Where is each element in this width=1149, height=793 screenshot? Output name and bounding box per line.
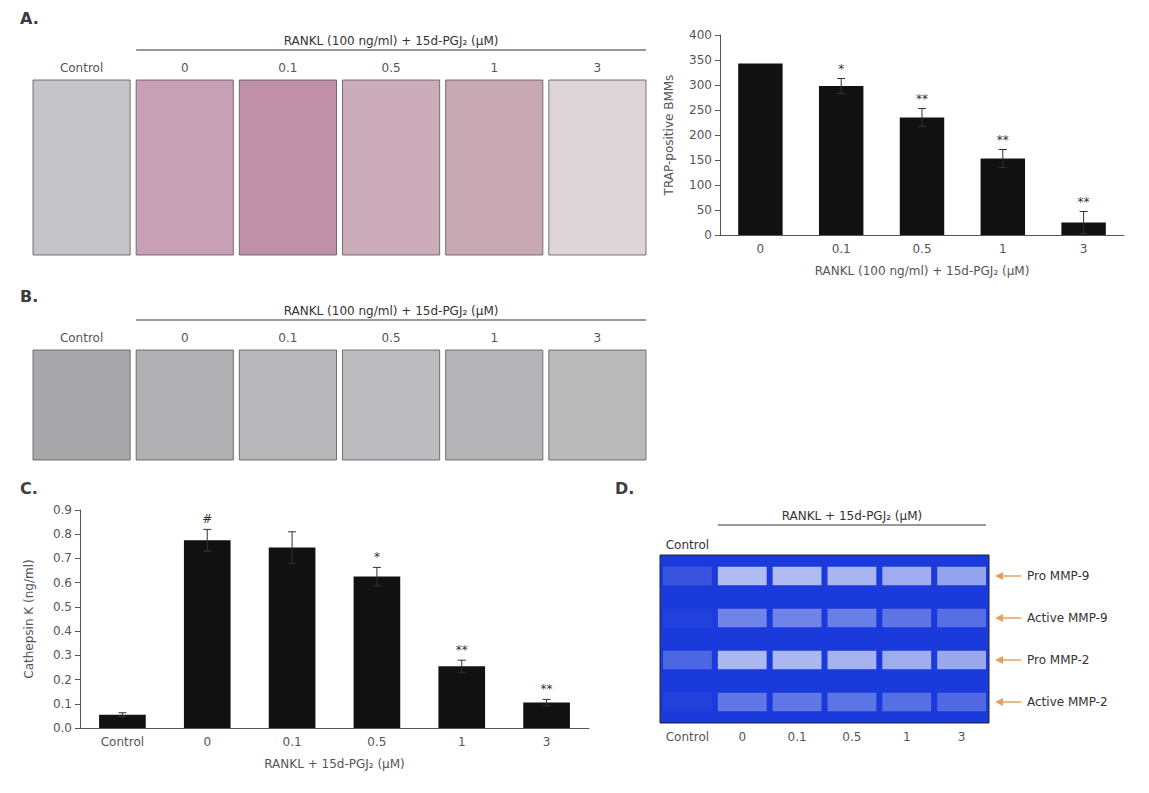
svg-text:0: 0	[181, 61, 189, 75]
svg-text:0.3: 0.3	[53, 648, 72, 662]
svg-text:**: **	[916, 92, 928, 106]
svg-text:1: 1	[458, 735, 466, 749]
svg-text:0.1: 0.1	[53, 697, 72, 711]
svg-text:*: *	[838, 62, 844, 76]
svg-text:3: 3	[594, 61, 602, 75]
svg-text:0.5: 0.5	[53, 600, 72, 614]
svg-text:RANKL (100 ng/ml) + 15d-PGJ₂ (: RANKL (100 ng/ml) + 15d-PGJ₂ (μM)	[284, 34, 499, 48]
svg-text:Pro MMP-9: Pro MMP-9	[1027, 569, 1090, 583]
svg-text:250: 250	[689, 103, 712, 117]
svg-text:3: 3	[958, 730, 966, 744]
svg-text:0.4: 0.4	[53, 624, 72, 638]
svg-text:0.5: 0.5	[842, 730, 861, 744]
svg-text:50: 50	[697, 203, 712, 217]
svg-text:1: 1	[490, 61, 498, 75]
svg-text:0: 0	[181, 331, 189, 345]
svg-text:D.: D.	[615, 479, 634, 498]
svg-text:3: 3	[594, 331, 602, 345]
svg-text:**: **	[1078, 195, 1090, 209]
svg-text:0: 0	[738, 730, 746, 744]
svg-text:1: 1	[999, 242, 1007, 256]
svg-text:*: *	[374, 550, 380, 564]
svg-text:0.5: 0.5	[367, 735, 386, 749]
svg-text:Control: Control	[60, 331, 103, 345]
svg-text:200: 200	[689, 128, 712, 142]
svg-text:C.: C.	[20, 479, 38, 498]
svg-text:3: 3	[543, 735, 551, 749]
svg-text:100: 100	[689, 178, 712, 192]
svg-text:Control: Control	[666, 730, 709, 744]
svg-text:Control: Control	[60, 61, 103, 75]
svg-text:0.2: 0.2	[53, 673, 72, 687]
svg-text:1: 1	[490, 331, 498, 345]
svg-text:RANKL (100 ng/ml) + 15d-PGJ₂ (: RANKL (100 ng/ml) + 15d-PGJ₂ (μM)	[815, 264, 1030, 278]
svg-text:Control: Control	[101, 735, 144, 749]
svg-text:Active MMP-2: Active MMP-2	[1027, 695, 1108, 709]
svg-text:400: 400	[689, 28, 712, 42]
svg-text:**: **	[997, 133, 1009, 147]
svg-text:0.1: 0.1	[832, 242, 851, 256]
svg-text:0.1: 0.1	[283, 735, 302, 749]
svg-text:RANKL + 15d-PGJ₂ (μM): RANKL + 15d-PGJ₂ (μM)	[264, 757, 405, 771]
svg-text:Cathepsin K (ng/ml): Cathepsin K (ng/ml)	[22, 559, 36, 678]
svg-text:A.: A.	[20, 9, 39, 28]
svg-text:TRAP-positive BMMs: TRAP-positive BMMs	[662, 75, 676, 197]
svg-text:0.7: 0.7	[53, 551, 72, 565]
svg-text:Control: Control	[666, 538, 709, 552]
svg-text:350: 350	[689, 53, 712, 67]
svg-text:0.5: 0.5	[382, 331, 401, 345]
svg-text:0.1: 0.1	[278, 61, 297, 75]
svg-text:B.: B.	[20, 287, 38, 306]
svg-text:0.1: 0.1	[788, 730, 807, 744]
svg-text:Active MMP-9: Active MMP-9	[1027, 611, 1108, 625]
svg-text:150: 150	[689, 153, 712, 167]
svg-text:0: 0	[203, 735, 211, 749]
svg-text:**: **	[541, 682, 553, 696]
svg-text:Pro MMP-2: Pro MMP-2	[1027, 653, 1090, 667]
svg-text:0.9: 0.9	[53, 503, 72, 517]
svg-text:**: **	[456, 643, 468, 657]
svg-text:0.8: 0.8	[53, 527, 72, 541]
svg-text:0: 0	[757, 242, 765, 256]
svg-text:0.1: 0.1	[278, 331, 297, 345]
svg-text:0.0: 0.0	[53, 721, 72, 735]
svg-text:#: #	[202, 512, 212, 526]
svg-text:0.5: 0.5	[382, 61, 401, 75]
svg-text:RANKL (100 ng/ml) + 15d-PGJ₂ (: RANKL (100 ng/ml) + 15d-PGJ₂ (μM)	[284, 304, 499, 318]
svg-text:300: 300	[689, 78, 712, 92]
svg-text:3: 3	[1080, 242, 1088, 256]
svg-text:0.6: 0.6	[53, 576, 72, 590]
svg-text:0.5: 0.5	[912, 242, 931, 256]
svg-text:1: 1	[903, 730, 911, 744]
svg-text:RANKL + 15d-PGJ₂ (μM): RANKL + 15d-PGJ₂ (μM)	[782, 509, 923, 523]
svg-text:0: 0	[704, 228, 712, 242]
